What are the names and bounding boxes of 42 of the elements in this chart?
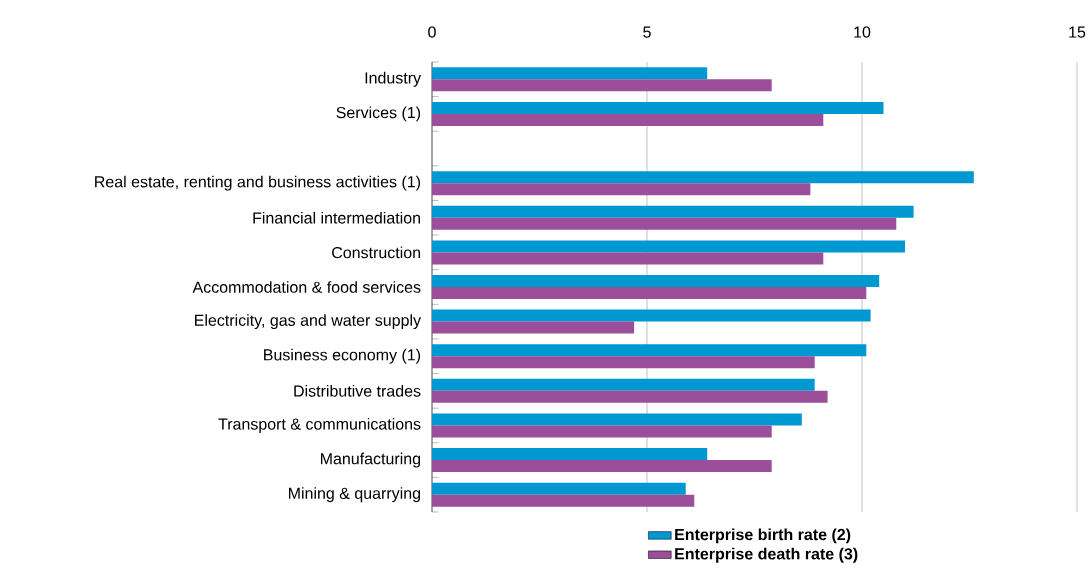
- bar: [432, 183, 811, 196]
- bar: [432, 113, 824, 126]
- bar: [432, 101, 884, 114]
- y-tick-label: Industry: [365, 71, 422, 87]
- bar: [432, 482, 686, 495]
- y-tick-label: Mining & quarrying: [288, 487, 420, 503]
- y-tick-label: Electricity, gas and water supply: [195, 314, 421, 330]
- legend-label: Enterprise death rate (3): [675, 547, 858, 563]
- bar: [432, 79, 772, 92]
- bar: [432, 252, 824, 265]
- x-tick-label: 5: [643, 26, 651, 38]
- bar: [432, 390, 828, 403]
- bar: [432, 309, 871, 322]
- y-tick-label: Manufacturing: [321, 452, 421, 468]
- y-tick-label: Distributive trades: [294, 384, 421, 397]
- x-tick-label: 10: [854, 26, 871, 38]
- y-tick-label: Transport & communications: [218, 418, 421, 433]
- bar: [432, 356, 815, 369]
- x-tick-label: 0: [428, 26, 436, 38]
- bar: [432, 460, 772, 473]
- bar: [432, 413, 802, 426]
- bar: [432, 217, 897, 230]
- y-tick-label: Construction: [332, 246, 421, 259]
- bar: [432, 240, 905, 253]
- bar: [432, 67, 708, 80]
- y-tick-label: Accommodation & food services: [192, 281, 421, 293]
- y-tick-label: Business economy (1): [264, 348, 421, 364]
- x-tick-label: 15: [1069, 26, 1086, 38]
- bar: [432, 494, 695, 507]
- y-tick-label: Financial intermediation: [253, 211, 420, 224]
- y-tick-label: Real estate, renting and business activities (1): [95, 175, 421, 191]
- bar: [432, 425, 772, 438]
- bar: [432, 286, 867, 299]
- bar: [432, 448, 708, 461]
- bar: [432, 205, 914, 218]
- y-tick-label: Services (1): [336, 106, 421, 122]
- bar: [432, 171, 974, 184]
- bar: [432, 378, 815, 391]
- bar: [432, 321, 635, 334]
- bar: [432, 344, 867, 357]
- bar: [432, 275, 880, 287]
- legend-label: Enterprise birth rate (2): [675, 528, 851, 544]
